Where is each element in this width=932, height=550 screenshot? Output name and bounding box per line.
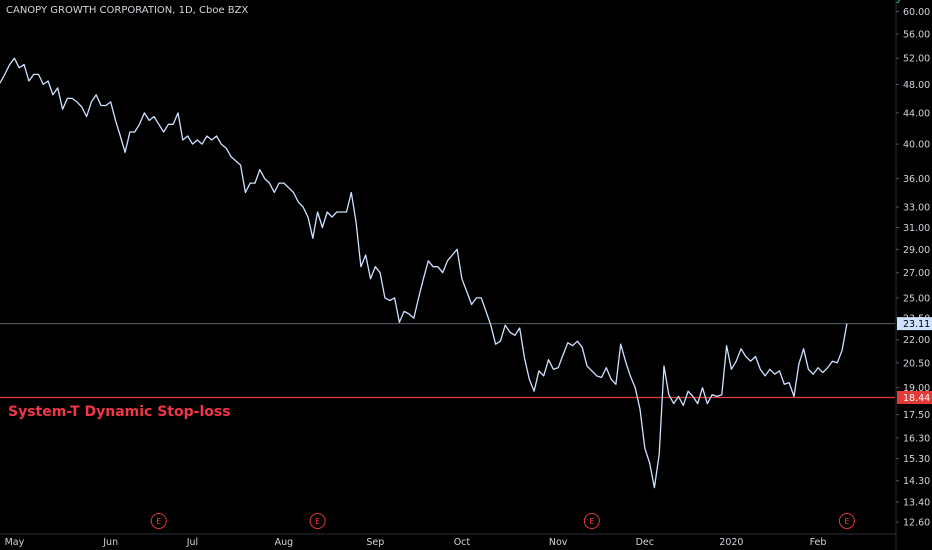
price-tick-label: 25.00 — [903, 293, 930, 304]
price-tick-label: 27.00 — [903, 268, 930, 279]
price-tick-label: 52.00 — [903, 54, 930, 65]
horizontal-levels — [0, 323, 895, 399]
chart-title: CANOPY GROWTH CORPORATION, 1D, Cboe BZX — [6, 5, 249, 16]
earnings-marker[interactable] — [583, 513, 600, 529]
price-tick-label: 29.00 — [903, 245, 930, 256]
earnings-marker[interactable] — [838, 513, 855, 529]
price-tick-label: 31.00 — [903, 223, 930, 234]
price-tick-label: 44.00 — [903, 108, 930, 119]
price-tick-label: 14.30 — [903, 476, 930, 487]
price-tick-label: 20.50 — [903, 358, 930, 369]
earnings-marker-label: E — [315, 517, 320, 526]
time-tick-label: May — [5, 537, 25, 548]
time-tick-label: Dec — [636, 537, 654, 548]
earnings-marker-label: E — [589, 517, 594, 526]
time-tick-label: Jul — [186, 537, 198, 548]
price-tick-label: 60.00 — [903, 7, 930, 18]
time-axis[interactable]: May Jun Jul Aug Sep Oct Nov Dec 2020 Feb — [0, 533, 896, 548]
stop-loss-annotation: System-T Dynamic Stop-loss — [8, 404, 231, 420]
annotations: Buy — [877, 0, 904, 4]
stop-price-badge-label: 18.44 — [903, 393, 930, 404]
price-tick-label: 17.50 — [903, 410, 930, 421]
price-tick-label: 16.30 — [903, 433, 930, 444]
price-tick-label: 33.00 — [903, 203, 930, 214]
price-tick-label: 15.30 — [903, 454, 930, 465]
axis-badges: 23.11 18.44 — [897, 317, 932, 404]
last-price-badge-label: 23.11 — [903, 319, 930, 330]
price-tick-label: 48.00 — [903, 80, 930, 91]
price-tick-label: 13.40 — [903, 497, 930, 508]
price-tick-label: 22.00 — [903, 335, 930, 346]
time-tick-label: Jun — [102, 537, 118, 548]
earnings-marker-label: E — [156, 517, 161, 526]
price-tick-label: 56.00 — [903, 29, 930, 40]
last-price-badge — [897, 317, 932, 331]
earnings-marker[interactable] — [309, 513, 326, 529]
time-tick-label: Sep — [366, 537, 384, 548]
buy-label: Buy — [877, 0, 904, 4]
earnings-marker[interactable] — [150, 513, 167, 529]
price-tick-label: 36.00 — [903, 174, 930, 185]
price-tick-label: 12.60 — [903, 518, 930, 529]
price-series — [0, 57, 848, 489]
stop-price-badge — [897, 390, 932, 404]
time-tick-label: Oct — [454, 537, 471, 548]
time-tick-label: Feb — [810, 537, 827, 548]
time-tick-label: 2020 — [719, 537, 743, 548]
earnings-marker-label: E — [844, 517, 849, 526]
time-tick-label: Nov — [549, 537, 568, 548]
price-tick-label: 19.00 — [903, 383, 930, 394]
price-tick-label: 40.00 — [903, 140, 930, 151]
price-line — [0, 57, 848, 489]
time-tick-label: Aug — [275, 537, 294, 548]
